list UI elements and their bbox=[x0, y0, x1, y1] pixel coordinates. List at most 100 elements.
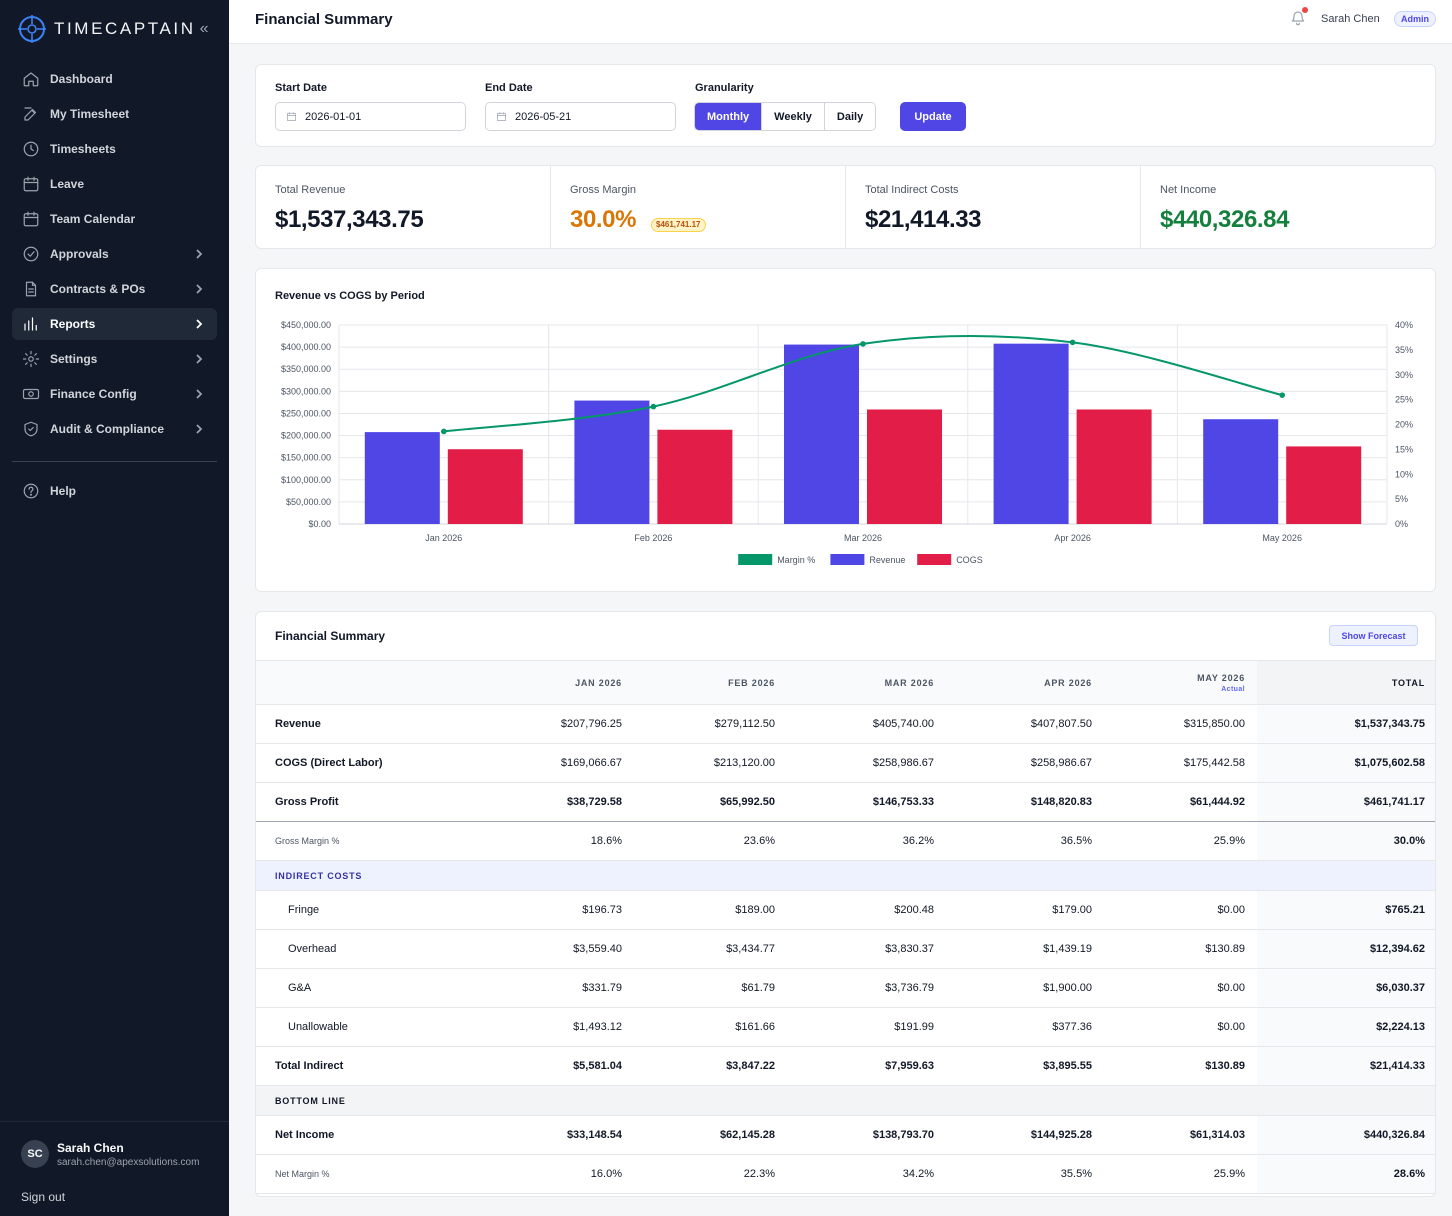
table-title: Financial Summary bbox=[275, 629, 386, 643]
legend-item-revenue[interactable]: Revenue bbox=[830, 554, 905, 565]
sidebar-item-approvals[interactable]: Approvals bbox=[12, 238, 217, 270]
sidebar-item-timesheets[interactable]: Timesheets bbox=[12, 133, 217, 165]
bar-revenue[interactable] bbox=[574, 400, 650, 524]
legend-item-cogs[interactable]: COGS bbox=[917, 554, 983, 565]
header-user-name[interactable]: Sarah Chen bbox=[1321, 13, 1380, 25]
sidebar-item-settings[interactable]: Settings bbox=[12, 343, 217, 375]
start-date-input[interactable]: 2026-01-01 bbox=[275, 102, 466, 131]
point-margin-pct[interactable] bbox=[1069, 339, 1076, 346]
column-header[interactable]: JAN 2026 bbox=[501, 660, 634, 705]
sidebar-item-label: Finance Config bbox=[50, 387, 137, 401]
bar-cogs[interactable] bbox=[867, 409, 942, 524]
end-date-input[interactable]: 2026-05-21 bbox=[485, 102, 676, 131]
sidebar-user[interactable]: SC Sarah Chen sarah.chen@apexsolutions.c… bbox=[21, 1140, 199, 1168]
sidebar-item-finance-config[interactable]: Finance Config bbox=[12, 378, 217, 410]
table-cell: $3,559.40 bbox=[501, 929, 634, 969]
sidebar-item-my-timesheet[interactable]: My Timesheet bbox=[12, 98, 217, 130]
legend-swatch bbox=[917, 554, 952, 565]
calendar-icon bbox=[287, 112, 296, 121]
chevron-right-icon bbox=[196, 319, 203, 329]
table-cell: $175,442.58 bbox=[1104, 743, 1257, 783]
show-forecast-button[interactable]: Show Forecast bbox=[1329, 625, 1418, 646]
chevron-right-icon bbox=[196, 389, 203, 399]
table-cell: $0.00 bbox=[1104, 968, 1257, 1008]
granularity-monthly[interactable]: Monthly bbox=[695, 103, 763, 130]
bar-cogs[interactable] bbox=[447, 449, 523, 524]
point-margin-pct[interactable] bbox=[860, 341, 866, 347]
help-circle-icon bbox=[23, 483, 39, 499]
bar-revenue[interactable] bbox=[1203, 419, 1279, 524]
y-left-tick: $400,000.00 bbox=[281, 342, 331, 352]
column-header[interactable]: APR 2026 bbox=[946, 660, 1104, 705]
kpi-gross-margin: Gross Margin 30.0% $461,741.17 bbox=[551, 166, 846, 248]
sidebar-item-leave[interactable]: Leave bbox=[12, 168, 217, 200]
bar-revenue[interactable] bbox=[364, 432, 440, 524]
sign-out-link[interactable]: Sign out bbox=[21, 1190, 66, 1204]
granularity-toggle: Monthly Weekly Daily bbox=[694, 102, 877, 131]
bar-cogs[interactable] bbox=[657, 429, 733, 524]
column-header[interactable]: FEB 2026 bbox=[634, 660, 787, 705]
table-total-cell: $12,394.62 bbox=[1257, 929, 1435, 969]
row-label: Overhead bbox=[256, 929, 501, 969]
sidebar-item-team-calendar[interactable]: Team Calendar bbox=[12, 203, 217, 235]
financial-summary-table-card: Financial Summary Show Forecast JAN 2026… bbox=[255, 611, 1436, 1197]
table-row: Unallowable $1,493.12 $161.66 $191.99 $377.3… bbox=[256, 1007, 1435, 1047]
legend-label: COGS bbox=[956, 555, 983, 565]
revenue-cogs-chart-card: Revenue vs COGS by Period $0.00 $50,000.0… bbox=[255, 268, 1436, 592]
clock-icon bbox=[23, 141, 39, 157]
sidebar-item-label: My Timesheet bbox=[50, 107, 130, 121]
granularity-daily[interactable]: Daily bbox=[824, 103, 876, 130]
y-left-tick: $0.00 bbox=[308, 519, 331, 529]
check-circle-icon bbox=[23, 246, 39, 262]
column-header-label: MAR 2026 bbox=[884, 677, 934, 688]
home-icon bbox=[23, 72, 39, 87]
sidebar-item-reports[interactable]: Reports bbox=[12, 308, 217, 340]
y-left-tick: $250,000.00 bbox=[281, 408, 331, 418]
row-label: Net Margin % bbox=[256, 1154, 501, 1194]
granularity-weekly[interactable]: Weekly bbox=[762, 103, 825, 130]
bar-revenue[interactable] bbox=[993, 343, 1069, 524]
column-header-total[interactable]: TOTAL bbox=[1257, 660, 1435, 705]
kpi-row: Total Revenue $1,537,343.75 Gross Margin 30… bbox=[255, 165, 1436, 249]
sidebar-item-label: Approvals bbox=[50, 247, 109, 261]
bar-chart-icon bbox=[24, 317, 37, 331]
table-total-cell: 28.6% bbox=[1257, 1154, 1435, 1194]
bar-cogs[interactable] bbox=[1286, 446, 1362, 524]
app-name: TIMECAPTAIN bbox=[54, 19, 196, 38]
sidebar-item-label: Settings bbox=[50, 352, 98, 366]
collapse-sidebar-icon[interactable]: « bbox=[199, 20, 209, 37]
sidebar-item-contracts-pos[interactable]: Contracts & POs bbox=[12, 273, 217, 305]
table-cell: $146,753.33 bbox=[787, 782, 946, 822]
table-cell: $258,986.67 bbox=[787, 743, 946, 783]
sidebar-item-dashboard[interactable]: Dashboard bbox=[12, 63, 217, 95]
update-button[interactable]: Update bbox=[900, 102, 966, 131]
bar-revenue[interactable] bbox=[784, 344, 859, 524]
sidebar-item-label: Reports bbox=[50, 317, 96, 331]
y-right-tick: 40% bbox=[1395, 320, 1413, 330]
notification-bell-icon[interactable] bbox=[1290, 10, 1306, 26]
table-cell: $207,796.25 bbox=[501, 704, 634, 744]
column-status-badge: Actual bbox=[1221, 685, 1245, 693]
end-date-value: 2026-05-21 bbox=[515, 110, 572, 123]
sidebar-item-audit-compliance[interactable]: Audit & Compliance bbox=[12, 413, 217, 445]
table-row: Total Indirect $5,581.04 $3,847.22 $7,959.6… bbox=[256, 1046, 1435, 1086]
point-margin-pct[interactable] bbox=[650, 403, 657, 410]
user-info: Sarah Chen sarah.chen@apexsolutions.com bbox=[57, 1141, 199, 1168]
calendar-icon bbox=[23, 176, 39, 192]
legend-item-margin[interactable]: Margin % bbox=[738, 554, 815, 565]
y-left-tick: $100,000.00 bbox=[281, 475, 331, 485]
chart-title: Revenue vs COGS by Period bbox=[275, 290, 425, 302]
column-header-label: MAY 2026 bbox=[1197, 672, 1245, 683]
point-margin-pct[interactable] bbox=[441, 428, 447, 435]
app-logo[interactable]: TIMECAPTAIN « bbox=[18, 14, 209, 44]
table-cell: 36.5% bbox=[946, 821, 1104, 861]
sidebar-item-help[interactable]: Help bbox=[12, 475, 217, 507]
kpi-value: $1,537,343.75 bbox=[275, 206, 424, 233]
table-cell: 22.3% bbox=[634, 1154, 787, 1194]
column-header[interactable]: MAY 2026 Actual bbox=[1104, 660, 1257, 705]
column-header[interactable]: MAR 2026 bbox=[787, 660, 946, 705]
point-margin-pct[interactable] bbox=[1279, 392, 1285, 398]
x-tick: Apr 2026 bbox=[1054, 533, 1091, 543]
help-section: Help bbox=[12, 475, 217, 510]
bar-cogs[interactable] bbox=[1076, 409, 1152, 524]
